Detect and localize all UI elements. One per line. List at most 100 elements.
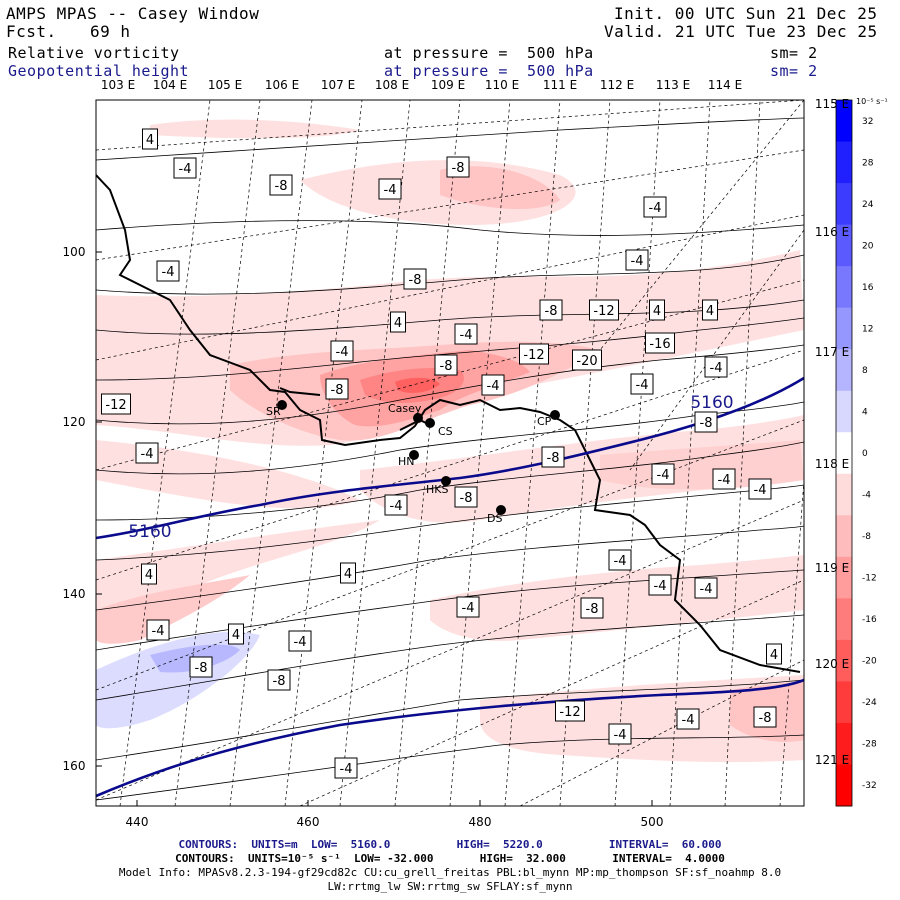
vorticity-label-box: [446, 156, 470, 178]
colorbar-swatch: [836, 598, 852, 641]
station-label: HKS: [426, 483, 448, 496]
top-lon-label: 104 E: [153, 78, 187, 92]
forecast-hour: 69 h: [90, 22, 131, 41]
vorticity-label: 4: [706, 304, 714, 319]
vorticity-label: -4: [460, 328, 473, 343]
vorticity-label: -4: [718, 473, 731, 488]
station-marker: [409, 450, 419, 460]
vorticity-label-box: [519, 343, 549, 365]
vorticity-label: 4: [145, 568, 153, 583]
vorticity-label-box: [676, 708, 700, 730]
station-label: CS: [438, 425, 453, 438]
colorbar-tick-label: -28: [862, 740, 877, 750]
right-lon-label: 121 E: [815, 753, 849, 767]
vorticity-label: -8: [547, 451, 560, 466]
vorticity-label: 4: [394, 316, 402, 331]
station-marker: [413, 413, 423, 423]
model-info: Model Info: MPASv8.2.3-194-gf29cd82c CU:…: [118, 866, 782, 879]
vorticity-label: -4: [152, 624, 165, 639]
vorticity-label: -4: [384, 183, 397, 198]
vorticity-label-box: [539, 299, 563, 321]
vorticity-label: -8: [586, 602, 599, 617]
colorbar-unit: 10⁻⁵ s⁻¹: [856, 97, 888, 106]
vorticity-label: -4: [340, 762, 353, 777]
vorticity-label-box: [228, 623, 244, 645]
vorticity-label-box: [288, 630, 312, 652]
vorticity-label-box: [141, 563, 157, 585]
map-overlay: 4 -4 -8 -4 -8 -4 -4 -8 -4 4 -4 -4 -8 -12 -20 -16 -12 -8 -4…: [101, 128, 782, 779]
top-lon-label: 111 E: [543, 78, 577, 92]
x-tick-label: 500: [641, 815, 664, 829]
vorticity-label: -16: [649, 337, 670, 352]
vorticity-label-box: [648, 574, 672, 596]
vorticity-label: -12: [559, 705, 580, 720]
vorticity-label: -4: [710, 361, 723, 376]
vorticity-label: -4: [162, 265, 175, 280]
station-label: DS: [487, 512, 502, 525]
vorticity-label: -8: [440, 359, 453, 374]
init-time: Init. 00 UTC Sun 21 Dec 25: [614, 4, 878, 23]
vorticity-label: 4: [344, 567, 352, 582]
colorbar-tick-label: -16: [862, 615, 877, 625]
colorbar-tick-label: 28: [862, 158, 874, 168]
right-lon-label: 118 E: [815, 457, 849, 471]
colorbar-tick-label: -12: [862, 574, 877, 584]
colorbar-tick-label: -24: [862, 698, 877, 708]
vorticity-label-box: [340, 562, 356, 584]
vorticity-label: -4: [141, 447, 154, 462]
vorticity-label-box: [269, 174, 293, 196]
vorticity-label: 4: [770, 648, 778, 663]
vorticity-label: -8: [759, 711, 772, 726]
model-info-2: LW:rrtmg_lw SW:rrtmg_sw SFLAY:sf_mynn: [327, 880, 573, 893]
vorticity-label-box: [384, 494, 408, 516]
station-marker: [441, 476, 451, 486]
right-lon-label: 120 E: [815, 657, 849, 671]
colorbar-tick-label: 24: [862, 200, 874, 210]
vorticity-label: -8: [545, 304, 558, 319]
field-vorticity-level: at pressure = 500 hPa: [384, 44, 594, 62]
station-label: SR: [266, 405, 281, 418]
vorticity-label: -4: [614, 554, 627, 569]
vorticity-label: -4: [631, 254, 644, 269]
lat-lon-grid: [96, 100, 804, 806]
colorbar-tick-label: -8: [862, 532, 871, 542]
vorticity-label: -4: [487, 379, 500, 394]
vorticity-label-box: [142, 128, 158, 150]
colorbar-tick-label: 20: [862, 241, 874, 251]
vorticity-label-box: [712, 468, 736, 490]
vorticity-label-box: [608, 723, 632, 745]
colorbar-frame: [835, 99, 853, 807]
vorticity-label-box: [625, 249, 649, 271]
vorticity-label: -4: [654, 579, 667, 594]
vorticity-label: -4: [614, 728, 627, 743]
vorticity-label: -4: [682, 713, 695, 728]
colorbar-tick-label: 4: [862, 407, 868, 417]
valid-time: Valid. 21 UTC Tue 23 Dec 25: [604, 22, 878, 41]
colorbar-swatch: [836, 390, 852, 433]
colorbar-swatch: [836, 307, 852, 350]
colorbar-swatch: [836, 100, 852, 143]
y-tick-label: 120: [63, 415, 86, 429]
vorticity-label-box: [325, 378, 349, 400]
vorticity-label-box: [555, 700, 585, 722]
vorticity-label: -8: [275, 179, 288, 194]
plot-title: AMPS MPAS -- Casey Window: [6, 4, 260, 23]
height-contour-label: 5160: [690, 393, 733, 413]
vorticity-label-box: [704, 356, 728, 378]
vorticity-label: -4: [462, 601, 475, 616]
vorticity-label-box: [702, 299, 718, 321]
station-marker: [277, 400, 287, 410]
station-marker: [550, 410, 560, 420]
vorticity-label: -4: [179, 162, 192, 177]
colorbar-tick-label: -20: [862, 657, 877, 667]
right-lon-label: 116 E: [815, 225, 849, 239]
vorticity-label: -8: [409, 273, 422, 288]
vorticity-label: -8: [273, 674, 286, 689]
vorticity-label-box: [572, 349, 602, 371]
vorticity-label: -4: [390, 499, 403, 514]
vorticity-label-box: [481, 374, 505, 396]
vorticity-label: -4: [336, 345, 349, 360]
station-label: Casey: [388, 402, 422, 415]
colorbar-swatch: [836, 183, 852, 226]
